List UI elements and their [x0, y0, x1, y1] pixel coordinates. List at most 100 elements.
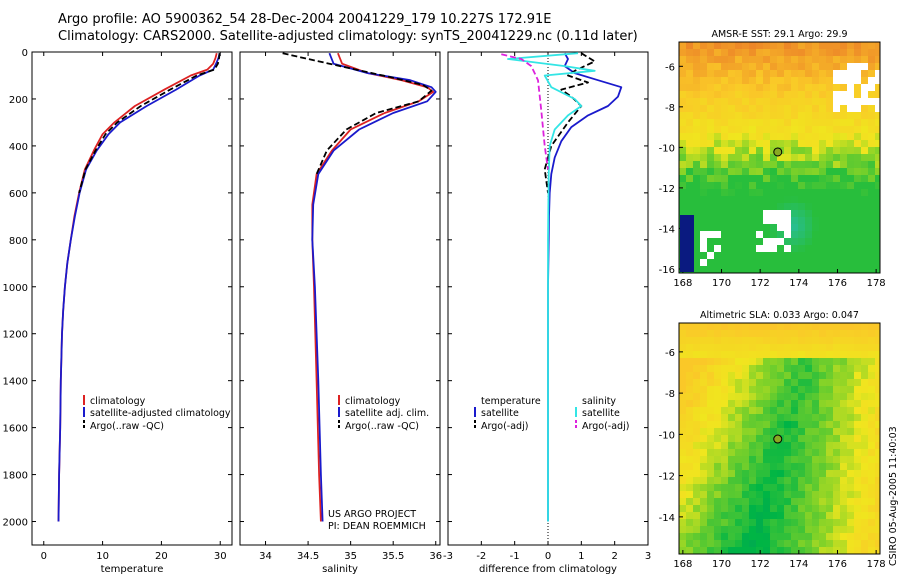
sst_map-cell [770, 224, 777, 231]
sst_map-cell [840, 63, 847, 70]
sla_map-cell [812, 505, 819, 512]
sst_map-cell [798, 266, 805, 273]
sla_map-cell [847, 519, 854, 526]
sla_map-cell [714, 547, 721, 554]
sla_map-cell [861, 498, 868, 505]
sst_map-cell [693, 133, 700, 140]
sst_map-cell [770, 42, 777, 49]
sst_map-cell [854, 42, 861, 49]
sla_map-cell [679, 421, 686, 428]
sst_map-cell [679, 42, 686, 49]
sla_map-cell [735, 533, 742, 540]
sla_map-cell [749, 463, 756, 470]
salinity-xtick-label: 36 [429, 551, 442, 562]
sst_map-cell [714, 203, 721, 210]
sst_map-cell [784, 140, 791, 147]
sst_map-cell [868, 161, 875, 168]
sla_map-cell [693, 414, 700, 421]
sst_map-cell [728, 161, 735, 168]
sst_map-cell [735, 133, 742, 140]
sla_map-cell [784, 379, 791, 386]
sst_map-cell [770, 133, 777, 140]
sst_map-cell [791, 147, 798, 154]
sst_map-cell [777, 77, 784, 84]
sst_map-cell [777, 266, 784, 273]
sla_map-cell [826, 372, 833, 379]
sst_map-cell [854, 210, 861, 217]
sla_map-cell [707, 491, 714, 498]
sla_map-cell [770, 400, 777, 407]
sla_map-cell [735, 337, 742, 344]
sst_map-cell [812, 147, 819, 154]
sst_map-cell [728, 105, 735, 112]
sla_map-cell [784, 498, 791, 505]
sla_map-cell [868, 379, 875, 386]
sla_map-cell [812, 491, 819, 498]
sla_map-cell [875, 386, 880, 393]
sla_map-cell [861, 393, 868, 400]
sla_map-cell [833, 533, 840, 540]
sst_map-cell [749, 196, 756, 203]
sst_map-cell [847, 189, 854, 196]
sla_map-cell [791, 351, 798, 358]
sla_map-cell [868, 344, 875, 351]
sst_map-cell [686, 77, 693, 84]
sla_map-cell [833, 358, 840, 365]
sla_map-cell [861, 330, 868, 337]
sla_map-cell [826, 540, 833, 547]
sst_map-cell [777, 175, 784, 182]
sla_map-cell [798, 519, 805, 526]
sst_map-cell [854, 231, 861, 238]
sst_map-cell [749, 77, 756, 84]
sla_map-cell [756, 386, 763, 393]
sla_map-cell [763, 526, 770, 533]
sst_map-cell [833, 189, 840, 196]
sla_map-cell [854, 393, 861, 400]
difference-xlabel: difference from climatology [479, 564, 617, 575]
sst_map-cell [819, 49, 826, 56]
sst_map-cell [756, 119, 763, 126]
sst_map-cell [693, 140, 700, 147]
sst_map-cell [721, 231, 728, 238]
sla_map-cell [749, 330, 756, 337]
sla_map-cell [770, 491, 777, 498]
temp-legend-climatology-label: climatology [90, 396, 146, 407]
sla_map-cell [812, 379, 819, 386]
sla_map-cell [784, 484, 791, 491]
sst_map-cell [868, 238, 875, 245]
sla_map-cell [847, 428, 854, 435]
sla_map-cell [819, 470, 826, 477]
sla_map-cell [819, 477, 826, 484]
sla_map-cell [770, 358, 777, 365]
depth-tick-label: 1400 [3, 377, 28, 388]
sst_map-cell [756, 63, 763, 70]
sla_map-cell [770, 540, 777, 547]
sst_map-cell [763, 70, 770, 77]
sla_map-cell [812, 386, 819, 393]
sst_map-cell [721, 217, 728, 224]
sla_map-cell [854, 428, 861, 435]
depth-tick-label: 1600 [3, 424, 28, 435]
sla_map-cell [777, 526, 784, 533]
sla_map-cell [805, 435, 812, 442]
sla_map-cell [777, 330, 784, 337]
sst_map-cell [812, 49, 819, 56]
sla_map-cell [686, 407, 693, 414]
sla_map-cell [763, 372, 770, 379]
sla_map-cell [840, 344, 847, 351]
salinity-xtick-label: 34.5 [297, 551, 319, 562]
sst_map-cell [833, 133, 840, 140]
sst_map-cell [868, 168, 875, 175]
sla_map-cell [812, 358, 819, 365]
sla_map-cell [847, 491, 854, 498]
sla_map-cell [875, 428, 880, 435]
sst_map-cell [833, 140, 840, 147]
sla_map-cell [791, 477, 798, 484]
salinity-series-satellite-adj-clim- [311, 52, 437, 522]
sst_map-cell [847, 245, 854, 252]
sla_map-cell [735, 400, 742, 407]
sst_map-cell [812, 217, 819, 224]
sst_map-cell [875, 266, 880, 273]
sst_map-cell [861, 238, 868, 245]
sst_map-cell [868, 133, 875, 140]
